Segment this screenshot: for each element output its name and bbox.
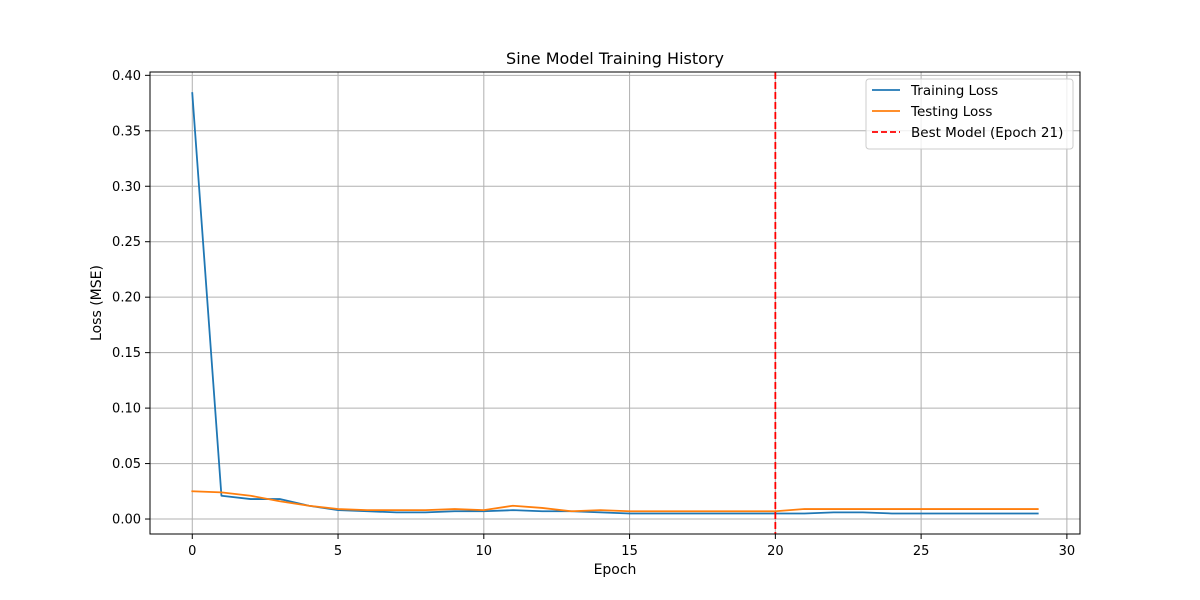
- x-tick-label: 0: [188, 544, 196, 559]
- x-tick-label: 20: [767, 544, 784, 559]
- legend: Training Loss Testing Loss Best Model (Epo…: [865, 78, 1074, 150]
- y-tick-label: 0.35: [112, 124, 141, 139]
- series-line-training-loss: [191, 92, 1039, 515]
- y-tick-label: 0.05: [112, 457, 141, 472]
- legend-label: Testing Loss: [910, 104, 992, 120]
- y-tick-label: 0.30: [112, 180, 141, 195]
- grid: [150, 72, 1080, 534]
- y-tick-label: 0.00: [112, 513, 141, 528]
- y-axis-label: Loss (MSE): [89, 265, 105, 341]
- chart-title: Sine Model Training History: [506, 49, 724, 68]
- legend-label: Best Model (Epoch 21): [911, 125, 1063, 141]
- plot-frame: [149, 71, 1081, 535]
- y-tick-label: 0.40: [112, 69, 141, 84]
- x-axis-label: Epoch: [594, 562, 637, 578]
- x-tick-label: 15: [621, 544, 638, 559]
- y-tick-label: 0.15: [112, 346, 141, 361]
- x-tick-label: 5: [334, 544, 342, 559]
- series-line-testing-loss: [191, 490, 1039, 513]
- data-layer: [191, 72, 1039, 534]
- x-tick-label: 10: [476, 544, 493, 559]
- y-tick-label: 0.25: [112, 235, 141, 250]
- legend-label: Training Loss: [910, 83, 998, 99]
- y-tick-label: 0.20: [112, 291, 141, 306]
- x-tick-label: 25: [913, 544, 930, 559]
- legend-box: [865, 78, 1074, 150]
- axis-ticks: 0 5 10 15 20 25 30 0.00 0.05 0.10 0.15 0.20 0.25 0.30…: [112, 69, 1075, 559]
- x-tick-label: 30: [1059, 544, 1076, 559]
- y-tick-label: 0.10: [112, 402, 141, 417]
